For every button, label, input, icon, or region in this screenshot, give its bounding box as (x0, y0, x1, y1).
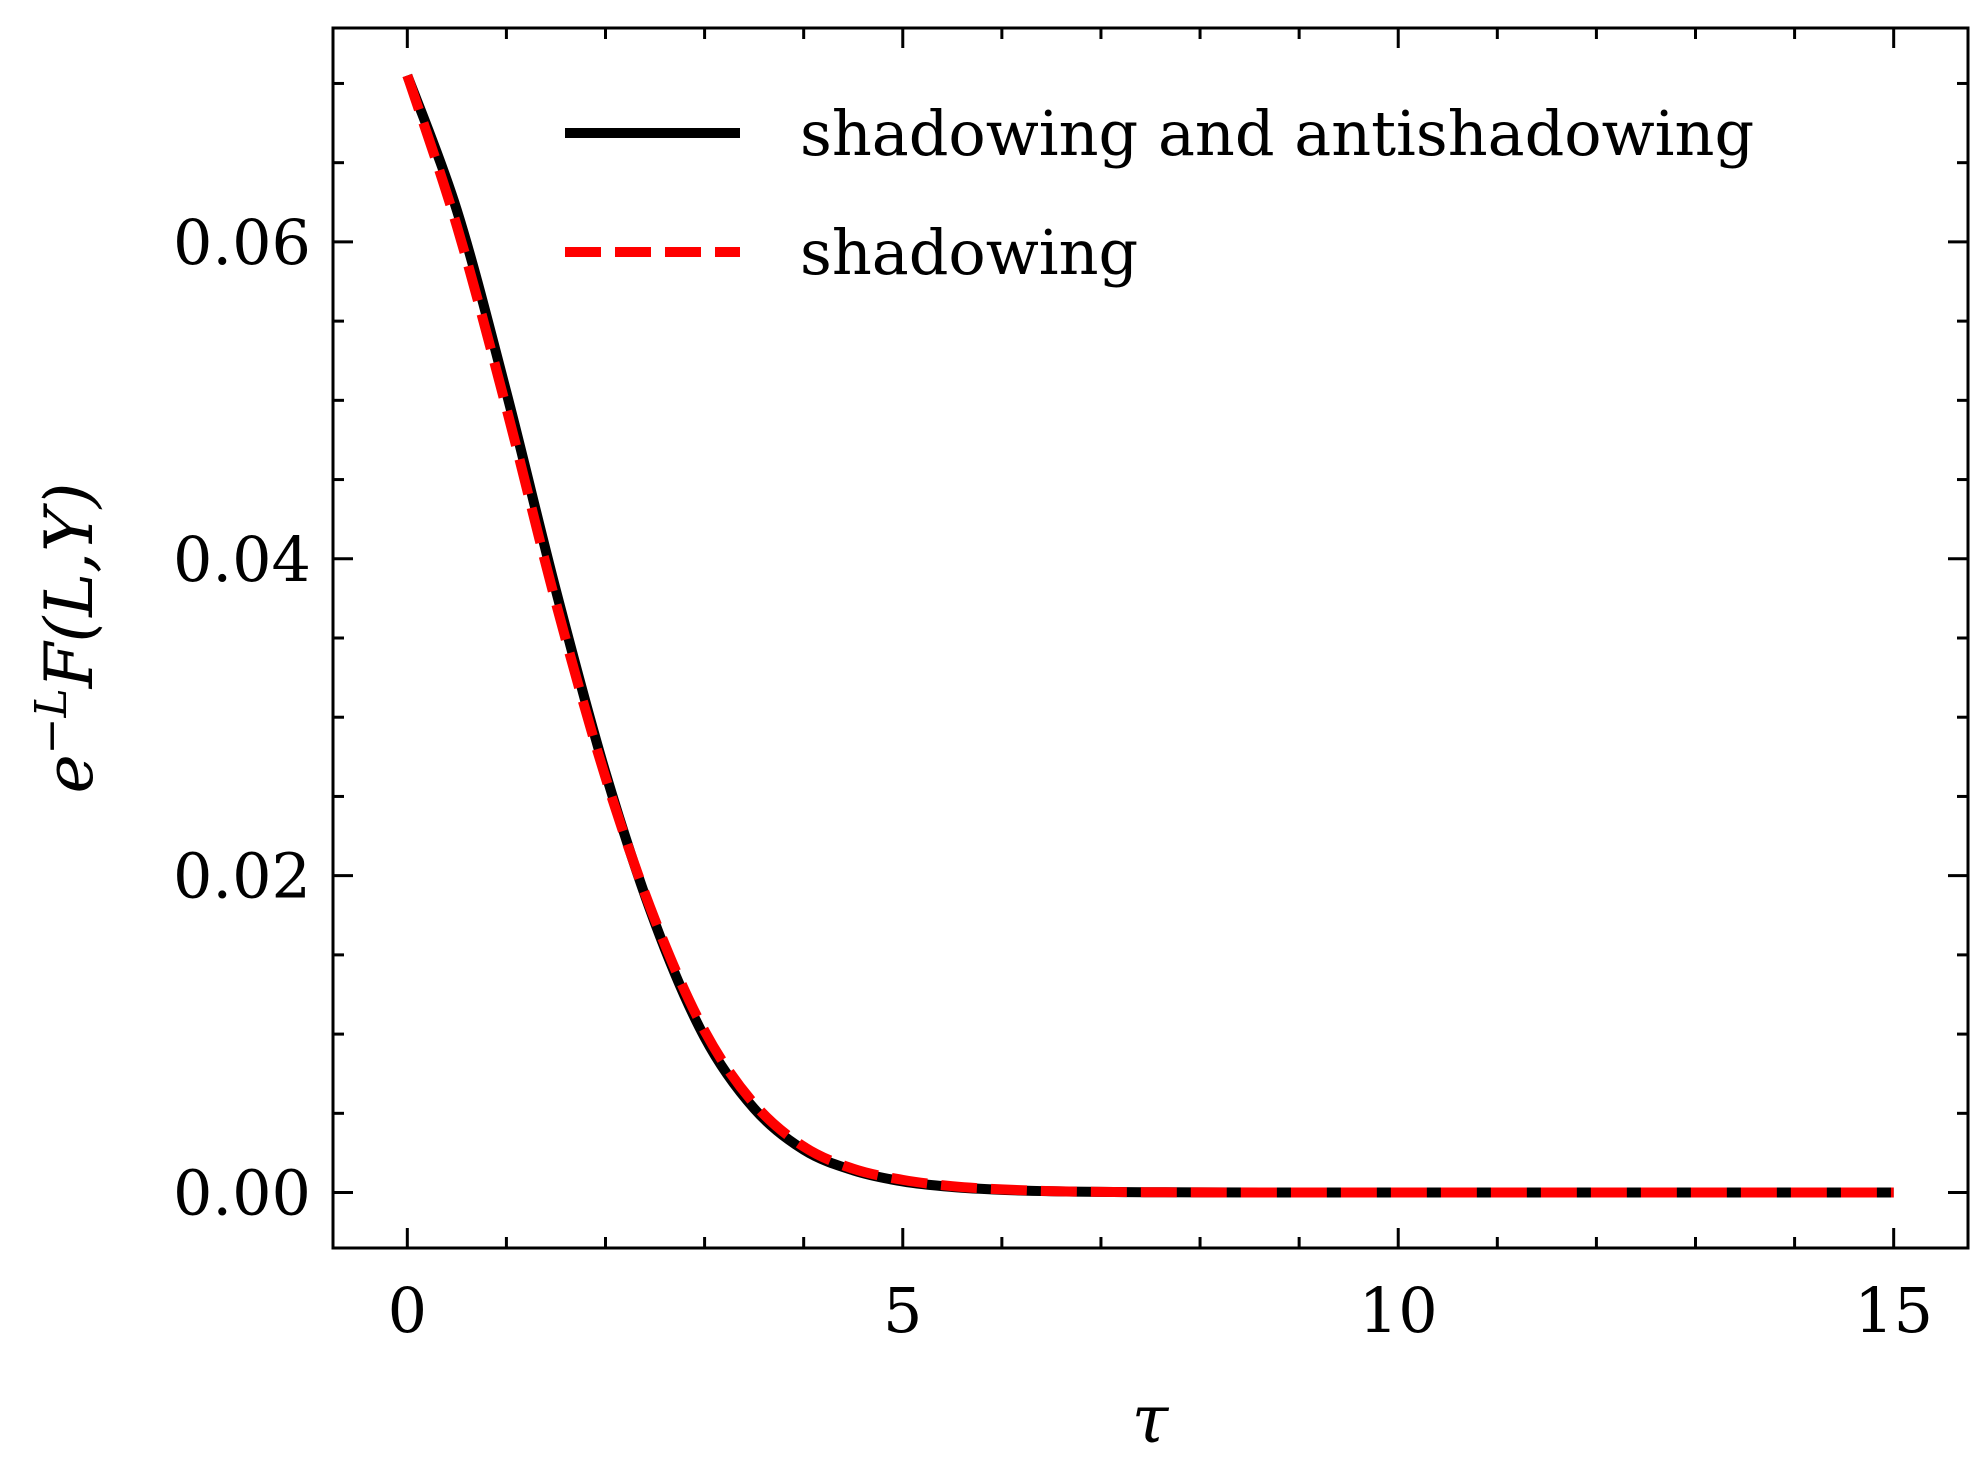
y-tick-label: 0.00 (173, 1157, 311, 1230)
x-tick-label: 0 (388, 1274, 427, 1347)
x-tick-labels: 0 5 10 15 (388, 1274, 1934, 1347)
series-line-shadowing-and-antishadowing (402, 73, 1894, 1198)
x-axis-label: τ (1132, 1381, 1170, 1458)
legend-label-shadowing-and-antishadowing: shadowing and antishadowing (800, 97, 1754, 170)
y-axis-label-base: e (31, 754, 108, 793)
legend: shadowing and antishadowing shadowing (565, 97, 1754, 289)
axis-ticks (333, 28, 1968, 1248)
y-tick-label: 0.02 (173, 840, 311, 913)
y-tick-labels: 0.00 0.02 0.04 0.06 (173, 206, 311, 1230)
y-tick-label: 0.06 (173, 206, 311, 279)
x-tick-label: 5 (883, 1274, 922, 1347)
series-lines (402, 73, 1894, 1198)
x-tick-label: 15 (1854, 1274, 1933, 1347)
y-axis-label-rest: F(L,Y) (31, 483, 108, 690)
y-axis-label: e−LF(L,Y) (26, 483, 108, 794)
y-axis-label-sup: −L (26, 688, 77, 754)
plot-frame (331, 26, 1970, 1250)
series-line-shadowing (402, 73, 1894, 1198)
x-tick-label: 10 (1359, 1274, 1438, 1347)
y-tick-label: 0.04 (173, 523, 311, 596)
legend-label-shadowing: shadowing (800, 216, 1138, 289)
